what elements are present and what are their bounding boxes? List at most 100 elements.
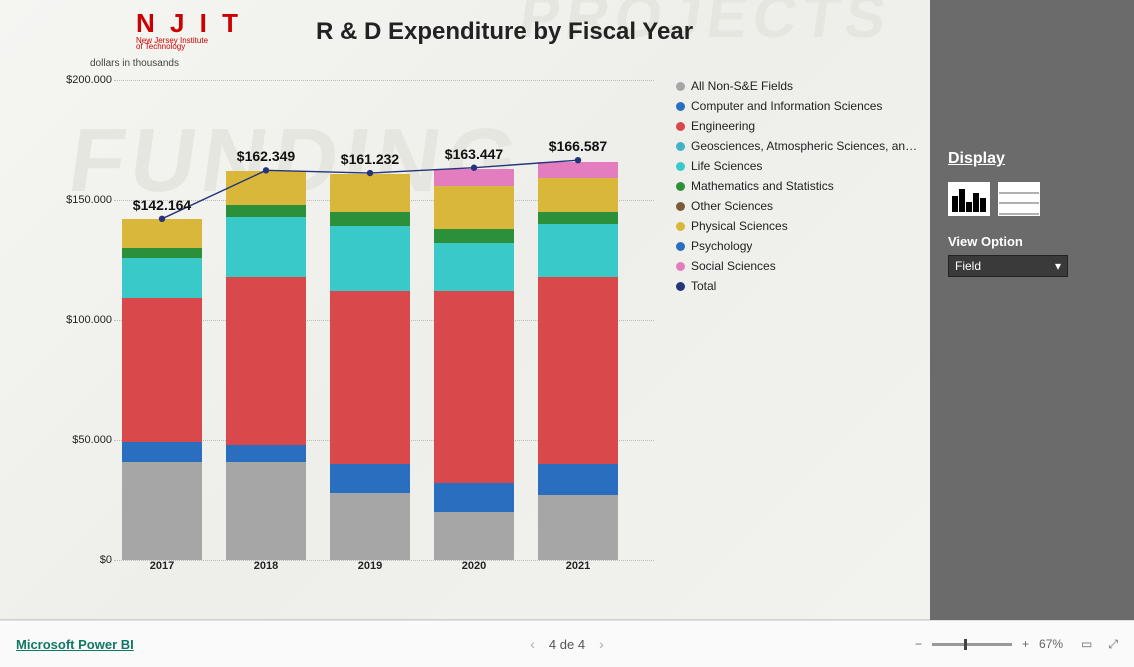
- view-option-value: Field: [955, 259, 981, 273]
- legend-item[interactable]: Physical Sciences: [676, 216, 926, 236]
- status-bar: Microsoft Power BI ‹ 4 de 4 › − + 67% ▭ …: [0, 620, 1134, 667]
- legend-label: Mathematics and Statistics: [691, 179, 834, 193]
- total-label: $162.349: [237, 148, 295, 164]
- view-option-select[interactable]: Field ▾: [948, 255, 1068, 277]
- legend-label: Total: [691, 279, 716, 293]
- unit-label: dollars in thousands: [90, 58, 179, 69]
- zoom-slider[interactable]: [932, 643, 1012, 646]
- legend-item[interactable]: Engineering: [676, 116, 926, 136]
- legend-item[interactable]: Mathematics and Statistics: [676, 176, 926, 196]
- sidebar: Display View Option Field ▾: [930, 0, 1134, 620]
- legend-swatch: [676, 262, 685, 271]
- legend-label: Geosciences, Atmospheric Sciences, and..…: [691, 139, 921, 153]
- legend-label: Life Sciences: [691, 159, 762, 173]
- total-label: $142.164: [133, 197, 191, 213]
- seg-all-non-s-e-fields: [122, 462, 202, 560]
- legend-label: Social Sciences: [691, 259, 776, 273]
- x-tick: 2021: [538, 560, 618, 572]
- seg-mathematics-and-statistics: [330, 212, 410, 226]
- seg-physical-sciences: [226, 171, 306, 205]
- legend-label: Psychology: [691, 239, 752, 253]
- x-tick: 2019: [330, 560, 410, 572]
- legend-swatch: [676, 142, 685, 151]
- seg-all-non-s-e-fields: [434, 512, 514, 560]
- zoom-level: 67%: [1039, 637, 1063, 651]
- seg-engineering: [538, 277, 618, 464]
- chevron-down-icon: ▾: [1055, 259, 1061, 273]
- bar-2018[interactable]: [226, 171, 306, 560]
- logo: N J I T New Jersey Institute of Technolo…: [136, 8, 242, 51]
- y-tick: $100.000: [66, 314, 112, 326]
- seg-mathematics-and-statistics: [538, 212, 618, 224]
- powerbi-link[interactable]: Microsoft Power BI: [16, 637, 134, 652]
- seg-computer-and-information-sciences: [226, 445, 306, 462]
- legend-label: Computer and Information Sciences: [691, 99, 882, 113]
- page-indicator: 4 de 4: [549, 637, 585, 652]
- chart-title: R & D Expenditure by Fiscal Year: [316, 18, 693, 46]
- seg-computer-and-information-sciences: [122, 442, 202, 461]
- seg-life-sciences: [330, 226, 410, 291]
- fit-page-icon[interactable]: ▭: [1081, 637, 1092, 651]
- seg-life-sciences: [226, 217, 306, 277]
- display-option-chart[interactable]: [948, 182, 990, 216]
- bar-2020[interactable]: [434, 169, 514, 560]
- seg-engineering: [122, 298, 202, 442]
- legend-item[interactable]: Psychology: [676, 236, 926, 256]
- seg-social-sciences: [538, 162, 618, 179]
- seg-social-sciences: [434, 169, 514, 186]
- legend-item[interactable]: Computer and Information Sciences: [676, 96, 926, 116]
- legend-swatch: [676, 182, 685, 191]
- seg-computer-and-information-sciences: [538, 464, 618, 495]
- zoom-out-button[interactable]: −: [915, 637, 922, 651]
- zoom-in-button[interactable]: +: [1022, 637, 1029, 651]
- display-option-table[interactable]: [998, 182, 1040, 216]
- seg-all-non-s-e-fields: [226, 462, 306, 560]
- seg-all-non-s-e-fields: [330, 493, 410, 560]
- legend-swatch: [676, 242, 685, 251]
- report-canvas: FUNDING PROJECTS N J I T New Jersey Inst…: [0, 0, 930, 620]
- y-tick: $200.000: [66, 74, 112, 86]
- chart-area: $0$50.000$100.000$150.000$200.000 201720…: [90, 74, 660, 586]
- legend-item[interactable]: Social Sciences: [676, 256, 926, 276]
- logo-main-text: N J I T: [136, 8, 242, 39]
- legend-item[interactable]: Geosciences, Atmospheric Sciences, and..…: [676, 136, 926, 156]
- seg-computer-and-information-sciences: [330, 464, 410, 493]
- x-tick: 2020: [434, 560, 514, 572]
- seg-mathematics-and-statistics: [122, 248, 202, 258]
- seg-physical-sciences: [434, 186, 514, 229]
- legend-swatch: [676, 222, 685, 231]
- total-label: $166.587: [549, 138, 607, 154]
- seg-engineering: [434, 291, 514, 483]
- y-tick: $0: [100, 554, 112, 566]
- legend-item[interactable]: Other Sciences: [676, 196, 926, 216]
- legend-item[interactable]: Total: [676, 276, 926, 296]
- seg-engineering: [330, 291, 410, 464]
- legend-swatch: [676, 122, 685, 131]
- seg-physical-sciences: [538, 178, 618, 212]
- seg-mathematics-and-statistics: [226, 205, 306, 217]
- x-tick: 2018: [226, 560, 306, 572]
- prev-page-button[interactable]: ‹: [530, 636, 535, 652]
- legend-item[interactable]: All Non-S&E Fields: [676, 76, 926, 96]
- bar-2019[interactable]: [330, 174, 410, 560]
- legend-item[interactable]: Life Sciences: [676, 156, 926, 176]
- bar-2017[interactable]: [122, 219, 202, 560]
- pager: ‹ 4 de 4 ›: [530, 636, 604, 652]
- legend-swatch: [676, 282, 685, 291]
- seg-physical-sciences: [122, 219, 202, 248]
- x-tick: 2017: [122, 560, 202, 572]
- bar-2021[interactable]: [538, 162, 618, 560]
- legend-label: Physical Sciences: [691, 219, 788, 233]
- seg-life-sciences: [434, 243, 514, 291]
- total-label: $161.232: [341, 151, 399, 167]
- seg-all-non-s-e-fields: [538, 495, 618, 560]
- view-option-label: View Option: [948, 234, 1122, 249]
- fullscreen-icon[interactable]: ⤢: [1108, 637, 1118, 652]
- sidebar-heading: Display: [948, 150, 1122, 168]
- seg-physical-sciences: [330, 174, 410, 212]
- gridline: [114, 80, 654, 81]
- zoom-controls: − + 67% ▭ ⤢: [915, 637, 1118, 652]
- legend-swatch: [676, 202, 685, 211]
- seg-computer-and-information-sciences: [434, 483, 514, 512]
- next-page-button[interactable]: ›: [599, 636, 604, 652]
